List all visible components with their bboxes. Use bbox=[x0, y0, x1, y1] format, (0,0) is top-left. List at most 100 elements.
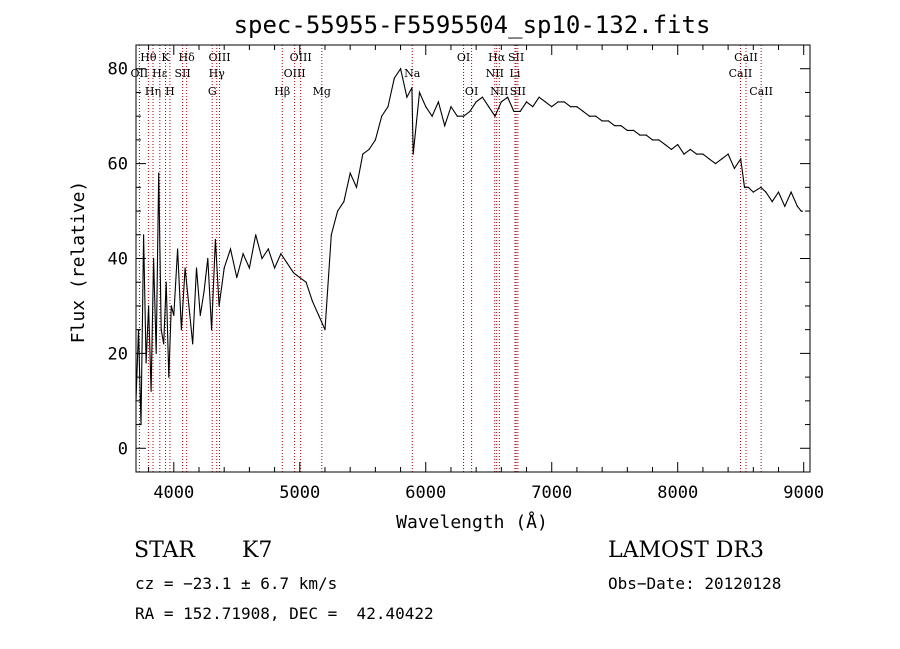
spectrum-point bbox=[214, 238, 216, 241]
spectrum-point bbox=[292, 272, 295, 274]
spectrum-point bbox=[165, 281, 167, 283]
line-label: Mg bbox=[313, 85, 331, 98]
survey-name: LAMOST DR3 bbox=[608, 538, 764, 563]
spectrum-point bbox=[714, 163, 717, 165]
x-tick-label: 5000 bbox=[279, 483, 320, 503]
y-tick-label: 0 bbox=[118, 439, 128, 459]
object-class: STAR bbox=[134, 538, 195, 563]
spectrum-point bbox=[188, 305, 190, 307]
spectrum-point bbox=[184, 267, 186, 269]
spectrum-point bbox=[145, 362, 147, 364]
spectrum-point bbox=[412, 153, 414, 155]
y-tick-label: 20 bbox=[108, 344, 128, 364]
spectrum-point bbox=[456, 115, 458, 117]
spectrum-point bbox=[437, 101, 439, 103]
spectrum-point bbox=[177, 248, 179, 250]
spectrum-point bbox=[148, 305, 150, 307]
spectrum-point bbox=[488, 106, 490, 108]
spectrum-point bbox=[702, 153, 704, 155]
spectrum-point bbox=[158, 172, 160, 174]
spectrum-point bbox=[620, 125, 622, 127]
spectrum-point bbox=[784, 205, 786, 207]
spectrum-point bbox=[525, 101, 528, 103]
spectrum-point bbox=[507, 96, 509, 98]
spectrum-point bbox=[143, 234, 145, 236]
spectrum-point bbox=[374, 139, 376, 141]
spectrum-point bbox=[236, 276, 238, 279]
spectrum-point bbox=[708, 158, 710, 160]
obs-date-text: Obs−Date: 20120128 bbox=[608, 574, 782, 593]
spectrum-point bbox=[481, 96, 483, 98]
spectrum-point bbox=[343, 201, 345, 203]
spectrum-point bbox=[400, 68, 402, 70]
spectrum-point bbox=[368, 148, 370, 150]
spectrum-point bbox=[645, 134, 647, 136]
spectrum-point bbox=[796, 205, 799, 207]
y-tick-label: 40 bbox=[108, 250, 128, 270]
spectrum-point bbox=[614, 125, 616, 127]
spectrum-point bbox=[777, 191, 780, 193]
line-label: Hθ bbox=[140, 51, 157, 64]
spectrum-point bbox=[280, 253, 282, 255]
spectrum-point bbox=[218, 305, 220, 307]
spectrum-point bbox=[274, 267, 276, 269]
spectrum-point bbox=[513, 110, 515, 112]
coordinates-text: RA = 152.71908, DEC = 42.40422 bbox=[135, 604, 434, 623]
line-label: OII bbox=[131, 67, 149, 80]
spectrum-point bbox=[469, 110, 471, 112]
line-label: CaII bbox=[734, 51, 758, 64]
x-tick-label: 4000 bbox=[153, 483, 194, 503]
chart-title: spec-55955-F5595504_sp10-132.fits bbox=[234, 11, 711, 39]
spectrum-point bbox=[330, 234, 332, 236]
spectrum-point bbox=[544, 101, 547, 103]
spectrum-point bbox=[160, 329, 162, 331]
line-label: CaII bbox=[729, 67, 753, 80]
line-label: Hα bbox=[488, 51, 506, 64]
spectrum-point bbox=[318, 314, 320, 316]
spectrum-point bbox=[261, 257, 263, 260]
line-label: OIII bbox=[290, 51, 312, 64]
plot-area: Hθ OII Hη Hε K H SII Hδ OIII Hγ G Hβ OIII OIII Mg Na OI O… bbox=[108, 44, 824, 503]
spectrum-point bbox=[582, 110, 584, 112]
spectrum-point bbox=[633, 129, 635, 131]
spectrum-point bbox=[519, 110, 521, 112]
spectrum-point bbox=[153, 257, 155, 260]
line-label: NII bbox=[486, 67, 504, 80]
spectrum-point bbox=[494, 115, 496, 117]
spectrum-point bbox=[425, 106, 427, 108]
spectrum-point bbox=[324, 329, 326, 331]
line-label: OI bbox=[465, 85, 478, 98]
spectrum-point bbox=[444, 125, 446, 127]
spectrum-point bbox=[248, 267, 250, 269]
spectrum-point bbox=[305, 281, 307, 283]
y-tick-label: 80 bbox=[108, 60, 128, 80]
spectrum-point bbox=[393, 77, 395, 79]
spectrum-point bbox=[411, 87, 413, 89]
spectrum-point bbox=[689, 148, 691, 150]
spectrum-point bbox=[500, 101, 502, 103]
line-label: Hβ bbox=[274, 85, 290, 98]
line-label: SII bbox=[510, 85, 526, 98]
spectrum-point bbox=[771, 201, 773, 203]
spectrum-point bbox=[801, 210, 804, 212]
spectrum-point bbox=[570, 106, 572, 108]
line-label: NII bbox=[490, 85, 508, 98]
spectrum-point bbox=[696, 153, 698, 155]
spectrum-point bbox=[664, 144, 666, 146]
spectrum-point bbox=[163, 343, 165, 345]
line-label: Hε bbox=[152, 67, 168, 80]
spectrum-series-line bbox=[135, 67, 803, 425]
spectrum-point bbox=[349, 172, 351, 174]
spectrum-point bbox=[563, 101, 565, 103]
y-axis-label: Flux (relative) bbox=[68, 181, 89, 344]
spectrum-point bbox=[195, 267, 198, 269]
spectrum-point bbox=[355, 186, 358, 188]
spectrum-point bbox=[173, 314, 175, 316]
spectrum-point bbox=[242, 253, 244, 255]
spectrum-point bbox=[670, 148, 673, 150]
spectrum-point bbox=[168, 376, 170, 378]
redshift-text: cz = −23.1 ± 6.7 km/s bbox=[135, 574, 338, 593]
spectrum-point bbox=[192, 343, 194, 345]
spectrum-point bbox=[223, 267, 225, 269]
